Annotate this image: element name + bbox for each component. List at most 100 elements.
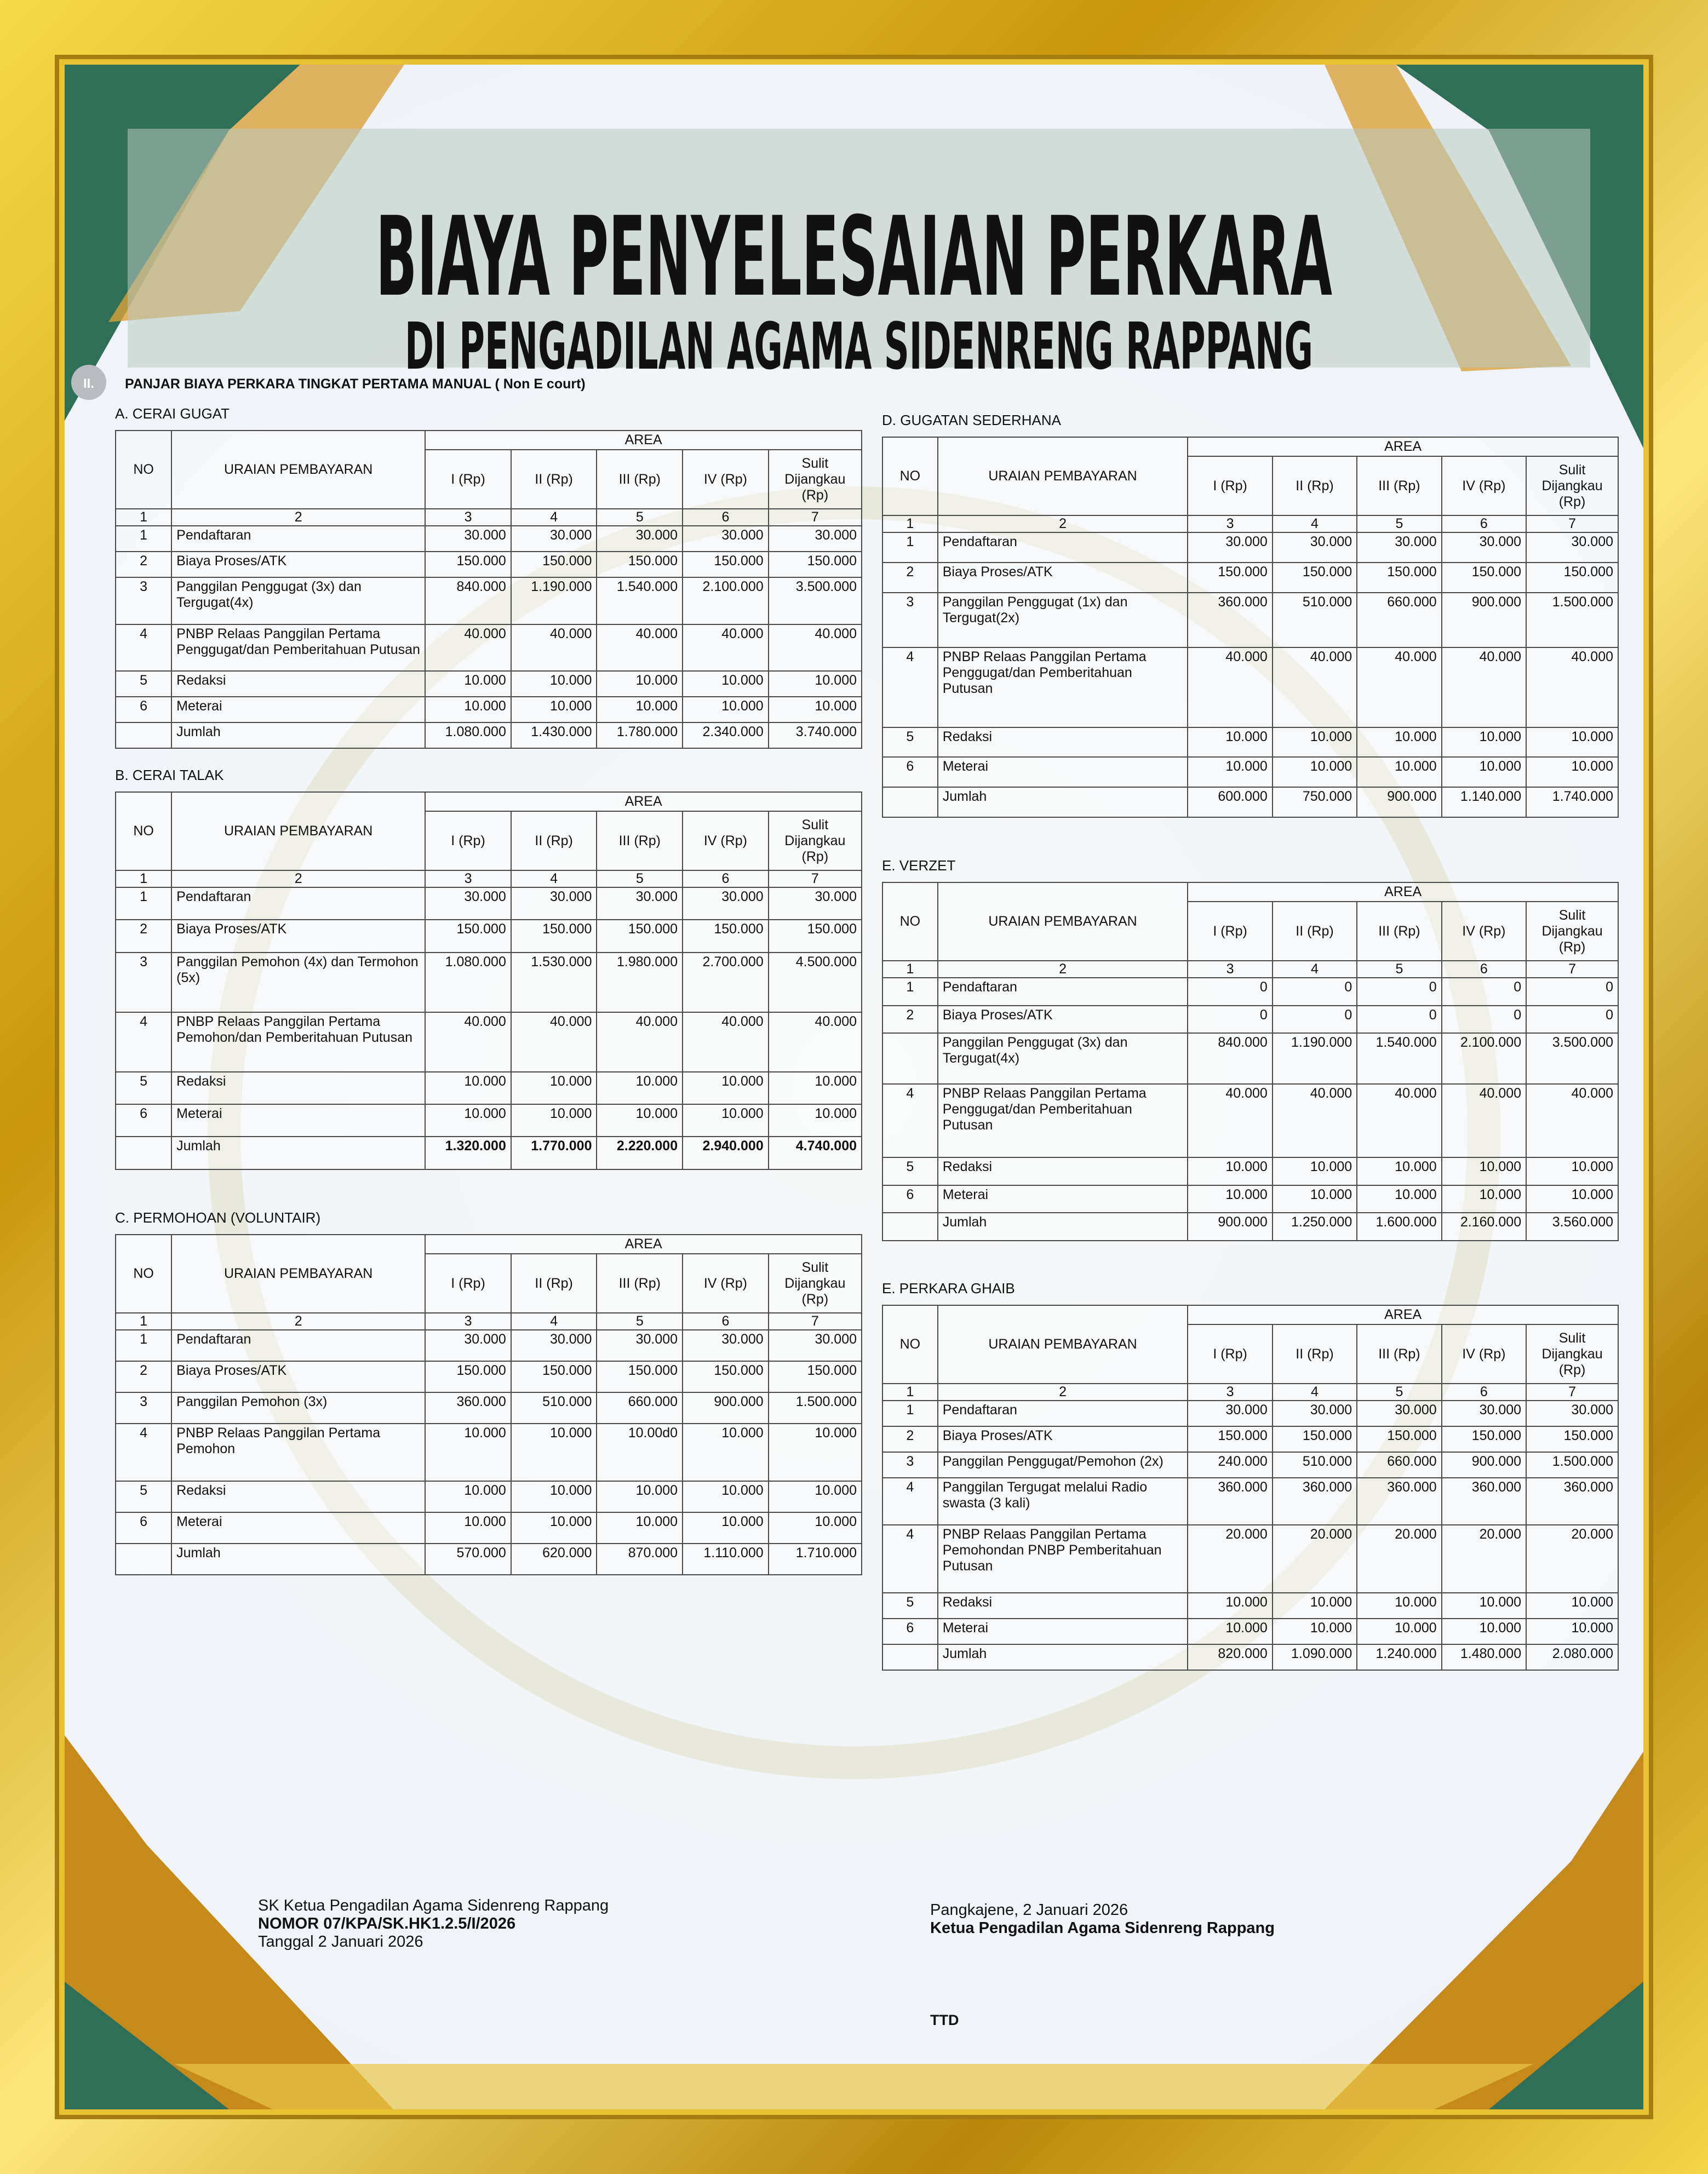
header-row: I (Rp) II (Rp) III (Rp) IV (Rp) Sulit Dijang…	[882, 456, 1619, 516]
total-row: Jumlah 1.320.000 1.770.000 2.220.000 2.940.0…	[114, 1136, 863, 1170]
fee-row: 5 Redaksi 10.000 10.000 10.000 10.000 10.000	[882, 1157, 1619, 1186]
amount: 10.000	[1356, 726, 1442, 758]
row-number: 3	[882, 1451, 938, 1478]
amount: 10.000	[596, 1480, 684, 1513]
row-number: 2	[882, 561, 938, 593]
amount: 30.000	[510, 525, 598, 552]
description: Meterai	[171, 1511, 426, 1544]
amount: 30.000	[425, 1329, 512, 1362]
amount: 0	[1271, 1005, 1358, 1034]
index-cell: 4	[1271, 1383, 1358, 1401]
header-row: NO URAIAN PEMBAYARAN AREA	[882, 1305, 1619, 1384]
header-cell: URAIAN PEMBAYARAN	[937, 437, 1189, 516]
amount: 10.000	[1526, 1157, 1619, 1186]
row-number: 3	[114, 576, 173, 625]
amount: 30.000	[1187, 532, 1273, 563]
description: Pendaftaran	[937, 532, 1189, 563]
description: Pendaftaran	[171, 525, 426, 552]
index-cell: 5	[596, 870, 684, 888]
amount: 30.000	[425, 525, 512, 552]
amount: 1.240.000	[1356, 1644, 1442, 1671]
description: PNBP Relaas Panggilan Pertama Penggugat/…	[171, 623, 426, 672]
table-title: C. PERMOHOAN (VOLUNTAIR)	[115, 1209, 321, 1226]
amount: 0	[1356, 977, 1442, 1006]
amount: 10.000	[682, 696, 769, 724]
row-number: 4	[882, 1477, 938, 1525]
amount: 150.000	[767, 1361, 863, 1393]
amount: 30.000	[1187, 1400, 1273, 1427]
index-cell: 2	[171, 508, 426, 526]
row-number: 6	[882, 756, 938, 788]
signature: TTD	[930, 2012, 959, 2028]
amount: 360.000	[1356, 1477, 1442, 1525]
amount: 510.000	[1271, 1451, 1358, 1478]
fee-table: NO URAIAN PEMBAYARAN AREA I (Rp) II (Rp) III …	[114, 430, 863, 749]
amount: 40.000	[1271, 646, 1358, 728]
index-cell: 6	[1441, 960, 1527, 978]
amount: 600.000	[1187, 787, 1273, 818]
fee-row: 5 Redaksi 10.000 10.000 10.000 10.000 10.000	[114, 1071, 863, 1105]
amount: 150.000	[596, 919, 684, 953]
header-cell: II (Rp)	[1271, 456, 1358, 516]
amount: 900.000	[1356, 787, 1442, 818]
description: PNBP Relaas Panggilan Pertama Penggugat/…	[937, 1083, 1189, 1158]
amount: 150.000	[596, 1361, 684, 1393]
fee-row: 1 Pendaftaran 30.000 30.000 30.000 30.000 30.0…	[114, 1329, 863, 1362]
content-panel: BIAYA PENYELESAIAN PERKARA DI PENGADILAN…	[65, 65, 1643, 2109]
index-cell: 1	[882, 515, 938, 533]
footer-line: Pangkajene, 2 Januari 2026	[930, 1901, 1128, 1919]
amount: 10.000	[596, 1071, 684, 1105]
amount: 10.000	[1187, 1184, 1273, 1214]
amount: 150.000	[1526, 1425, 1619, 1453]
amount: 10.000	[1187, 726, 1273, 758]
amount: 150.000	[682, 550, 769, 578]
index-cell: 6	[1441, 515, 1527, 533]
amount: 1.980.000	[596, 951, 684, 1013]
header-cell: I (Rp)	[1187, 1324, 1273, 1384]
amount: 660.000	[596, 1392, 684, 1425]
fee-row: 2 Biaya Proses/ATK 150.000 150.000 150.000 15…	[114, 550, 863, 578]
header-cell: III (Rp)	[1356, 1324, 1442, 1384]
index-cell: 3	[1187, 960, 1273, 978]
row-number: 1	[114, 886, 173, 921]
amount: 10.000	[682, 670, 769, 698]
row-number: 2	[114, 919, 173, 953]
amount: 150.000	[682, 1361, 769, 1393]
amount: 360.000	[1187, 1477, 1273, 1525]
amount: 150.000	[767, 919, 863, 953]
amount: 10.000	[1271, 1592, 1358, 1620]
row-number: 3	[882, 592, 938, 648]
fee-table: NO URAIAN PEMBAYARAN AREA I (Rp) II (Rp) III …	[114, 791, 863, 1170]
header-cell: I (Rp)	[425, 449, 512, 509]
fee-table: NO URAIAN PEMBAYARAN AREA I (Rp) II (Rp) III …	[882, 1305, 1619, 1671]
amount: 1.190.000	[1271, 1032, 1358, 1085]
amount: 10.00d0	[596, 1423, 684, 1482]
header-cell: IV (Rp)	[1441, 456, 1527, 516]
amount: 20.000	[1526, 1524, 1619, 1594]
header-row: I (Rp) II (Rp) III (Rp) IV (Rp) Sulit Dijang…	[116, 1253, 863, 1313]
amount: 1.540.000	[1356, 1032, 1442, 1085]
amount: 40.000	[1187, 646, 1273, 728]
fee-row: 3 Panggilan Pemohon (4x) dan Termohon (5x…	[114, 951, 863, 1013]
amount: 1.500.000	[767, 1392, 863, 1425]
bottom-gold	[65, 1735, 393, 2109]
row-number: 4	[882, 1524, 938, 1594]
table-title: E. VERZET	[882, 857, 956, 874]
amount: 10.000	[510, 1480, 598, 1513]
amount: 150.000	[425, 550, 512, 578]
amount: 40.000	[510, 1011, 598, 1072]
amount: 10.000	[1526, 756, 1619, 788]
header-cell: NO	[882, 1305, 938, 1384]
amount: 360.000	[1187, 592, 1273, 648]
header-cell: Sulit Dijangkau (Rp)	[1526, 456, 1619, 516]
index-cell: 7	[1526, 960, 1619, 978]
amount: 1.500.000	[1526, 592, 1619, 648]
description: Panggilan Tergugat melalui Radio swasta …	[937, 1477, 1189, 1525]
amount: 20.000	[1271, 1524, 1358, 1594]
row-number: 6	[882, 1184, 938, 1214]
amount: 620.000	[510, 1542, 598, 1576]
index-cell: 7	[1526, 1383, 1619, 1401]
amount: 1.480.000	[1441, 1644, 1527, 1671]
index-cell: 3	[425, 1312, 512, 1330]
description: Jumlah	[937, 1212, 1189, 1241]
